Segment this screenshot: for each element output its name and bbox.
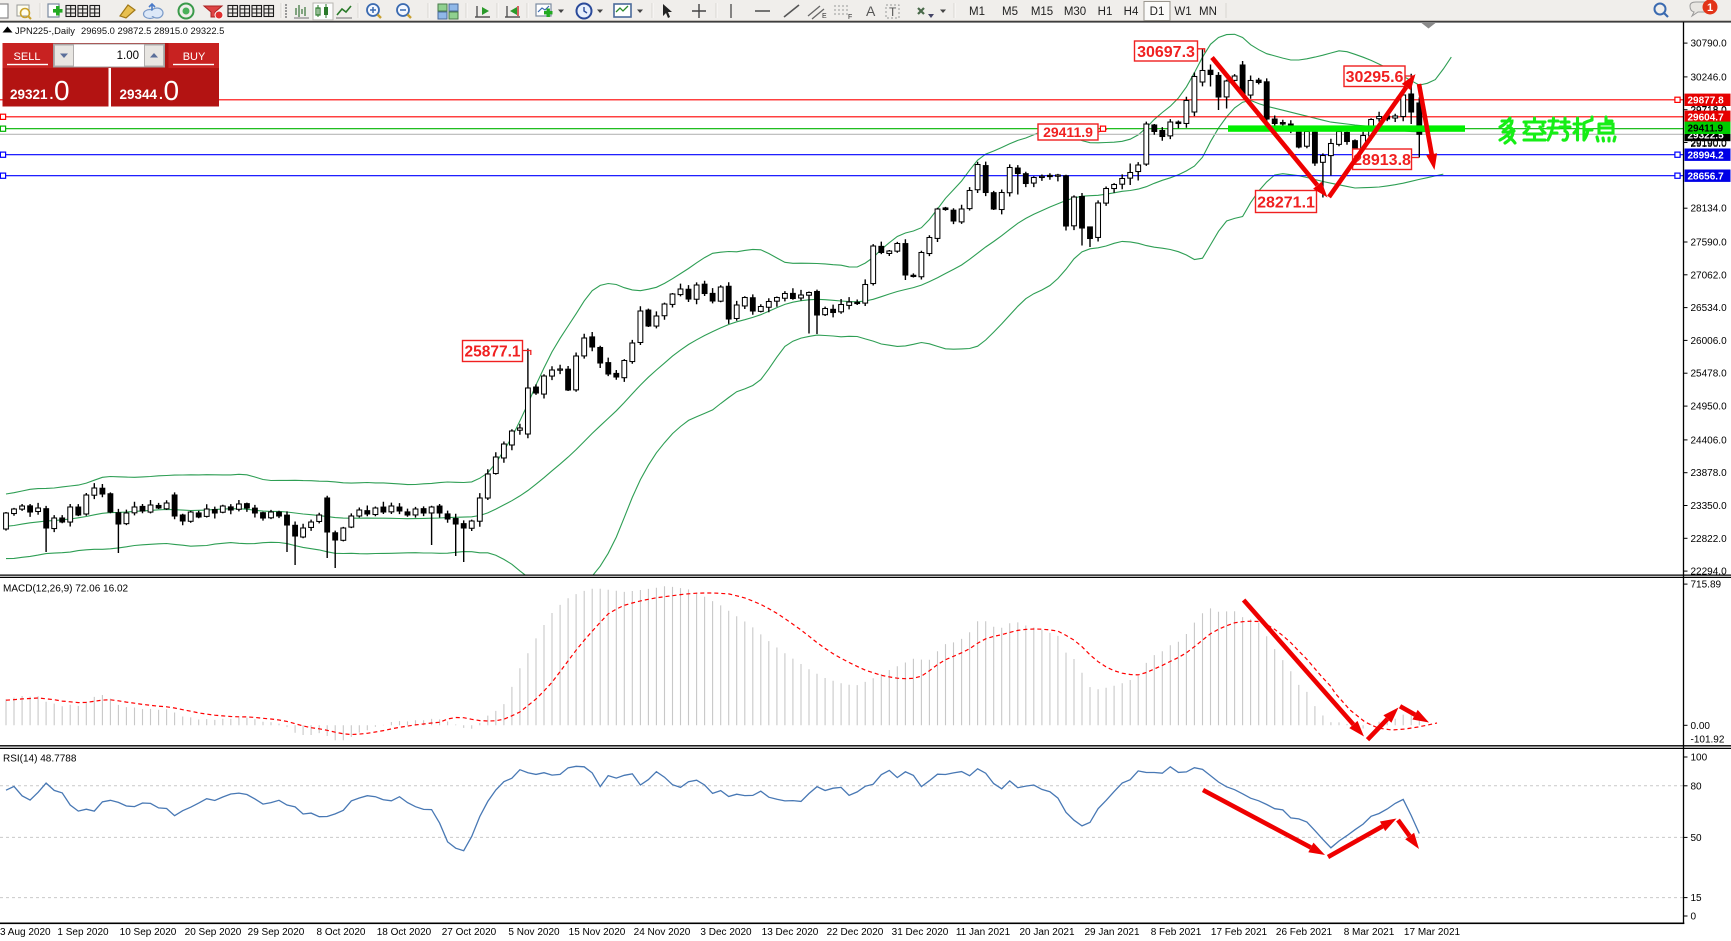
svg-text:23878.0: 23878.0 (1691, 468, 1728, 479)
svg-text:RSI(14) 48.7788: RSI(14) 48.7788 (3, 754, 77, 765)
svg-text:24406.0: 24406.0 (1691, 435, 1728, 446)
svg-text:29411.9: 29411.9 (1043, 124, 1093, 140)
svg-text:29190.0: 29190.0 (1691, 139, 1728, 150)
svg-text:26534.0: 26534.0 (1691, 303, 1728, 314)
svg-text:15: 15 (1691, 893, 1703, 904)
svg-text:22 Dec 2020: 22 Dec 2020 (827, 927, 884, 938)
svg-text:26006.0: 26006.0 (1691, 336, 1728, 347)
svg-text:28271.1: 28271.1 (1257, 194, 1315, 211)
svg-text:30790.0: 30790.0 (1691, 39, 1728, 50)
svg-text:8 Feb 2021: 8 Feb 2021 (1151, 927, 1202, 938)
svg-text:M1: M1 (969, 6, 985, 18)
svg-text:5 Nov 2020: 5 Nov 2020 (508, 927, 560, 938)
svg-text:10 Sep 2020: 10 Sep 2020 (120, 927, 177, 938)
svg-text:27 Oct 2020: 27 Oct 2020 (442, 927, 497, 938)
svg-text:29344: 29344 (120, 87, 158, 102)
svg-text:D1: D1 (1150, 6, 1165, 18)
svg-text:MN: MN (1199, 6, 1217, 18)
svg-text:M15: M15 (1031, 6, 1053, 18)
svg-text:29411.9: 29411.9 (1688, 123, 1724, 134)
svg-text:25877.1: 25877.1 (464, 344, 520, 361)
svg-text:26 Feb 2021: 26 Feb 2021 (1276, 927, 1333, 938)
svg-text:28134.0: 28134.0 (1691, 204, 1728, 215)
svg-text:0: 0 (164, 75, 180, 106)
svg-text:.: . (159, 86, 163, 102)
svg-text:18 Oct 2020: 18 Oct 2020 (377, 927, 432, 938)
svg-text:A: A (866, 3, 876, 19)
svg-text:715.89: 715.89 (1691, 580, 1722, 591)
svg-text:50: 50 (1691, 833, 1703, 844)
svg-text:27590.0: 27590.0 (1691, 238, 1728, 249)
svg-text:80: 80 (1691, 781, 1703, 792)
svg-text:E: E (822, 13, 827, 20)
svg-text:0: 0 (1691, 912, 1697, 923)
svg-text:30295.6: 30295.6 (1346, 69, 1404, 86)
svg-text:29604.7: 29604.7 (1688, 112, 1725, 123)
svg-text:3 Dec 2020: 3 Dec 2020 (700, 927, 752, 938)
svg-text:22294.0: 22294.0 (1691, 567, 1728, 578)
svg-text:3 Aug 2020: 3 Aug 2020 (0, 927, 51, 938)
svg-text:M5: M5 (1002, 6, 1018, 18)
svg-text:29 Jan 2021: 29 Jan 2021 (1084, 927, 1139, 938)
svg-text:W1: W1 (1174, 6, 1191, 18)
svg-text:29190.0: 29190.0 (1691, 138, 1728, 149)
svg-text:H1: H1 (1098, 6, 1113, 18)
svg-text:29695.0 29872.5 28915.0 29322.: 29695.0 29872.5 28915.0 29322.5 (81, 25, 224, 36)
svg-text:1.00: 1.00 (117, 50, 139, 62)
svg-text:22822.0: 22822.0 (1691, 534, 1728, 545)
svg-text:1 Sep 2020: 1 Sep 2020 (57, 927, 109, 938)
svg-text:23350.0: 23350.0 (1691, 501, 1728, 512)
svg-text:31 Dec 2020: 31 Dec 2020 (892, 927, 949, 938)
svg-text:8 Oct 2020: 8 Oct 2020 (317, 927, 366, 938)
svg-text:BUY: BUY (183, 51, 206, 63)
svg-text:15 Nov 2020: 15 Nov 2020 (569, 927, 626, 938)
svg-text:25478.0: 25478.0 (1691, 369, 1728, 380)
svg-text:28913.8: 28913.8 (1353, 152, 1411, 169)
svg-text:SELL: SELL (14, 51, 41, 63)
svg-text:MACD(12,26,9) 72.06 16.02: MACD(12,26,9) 72.06 16.02 (3, 584, 129, 595)
svg-text:28994.2: 28994.2 (1688, 150, 1725, 161)
svg-text:24950.0: 24950.0 (1691, 402, 1728, 413)
svg-text:20 Jan 2021: 20 Jan 2021 (1019, 927, 1074, 938)
svg-text:11 Jan 2021: 11 Jan 2021 (956, 927, 1011, 938)
svg-text:0: 0 (54, 75, 70, 106)
svg-text:30697.3: 30697.3 (1137, 44, 1195, 61)
svg-text:28656.7: 28656.7 (1688, 171, 1725, 182)
svg-text:T: T (889, 5, 897, 19)
svg-text:.: . (50, 86, 54, 102)
svg-text:0.00: 0.00 (1691, 721, 1711, 732)
svg-text:-101.92: -101.92 (1691, 735, 1725, 746)
svg-text:17 Mar 2021: 17 Mar 2021 (1404, 927, 1461, 938)
svg-text:24 Nov 2020: 24 Nov 2020 (634, 927, 691, 938)
svg-text:1: 1 (1707, 2, 1713, 14)
svg-text:17 Feb 2021: 17 Feb 2021 (1211, 927, 1268, 938)
svg-text:20 Sep 2020: 20 Sep 2020 (185, 927, 242, 938)
svg-text:30246.0: 30246.0 (1691, 72, 1728, 83)
svg-text:27062.0: 27062.0 (1691, 270, 1728, 281)
svg-text:M30: M30 (1064, 6, 1086, 18)
svg-text:100: 100 (1691, 753, 1708, 764)
svg-text:13 Dec 2020: 13 Dec 2020 (762, 927, 819, 938)
svg-text:H4: H4 (1124, 6, 1139, 18)
svg-text:29877.8: 29877.8 (1688, 95, 1725, 106)
svg-text:F: F (848, 14, 852, 21)
svg-text:JPN225-,Daily: JPN225-,Daily (15, 25, 75, 36)
svg-text:29321: 29321 (10, 87, 48, 102)
svg-text:8 Mar 2021: 8 Mar 2021 (1344, 927, 1395, 938)
svg-text:29 Sep 2020: 29 Sep 2020 (248, 927, 305, 938)
svg-text:29322.5: 29322.5 (1688, 131, 1725, 142)
